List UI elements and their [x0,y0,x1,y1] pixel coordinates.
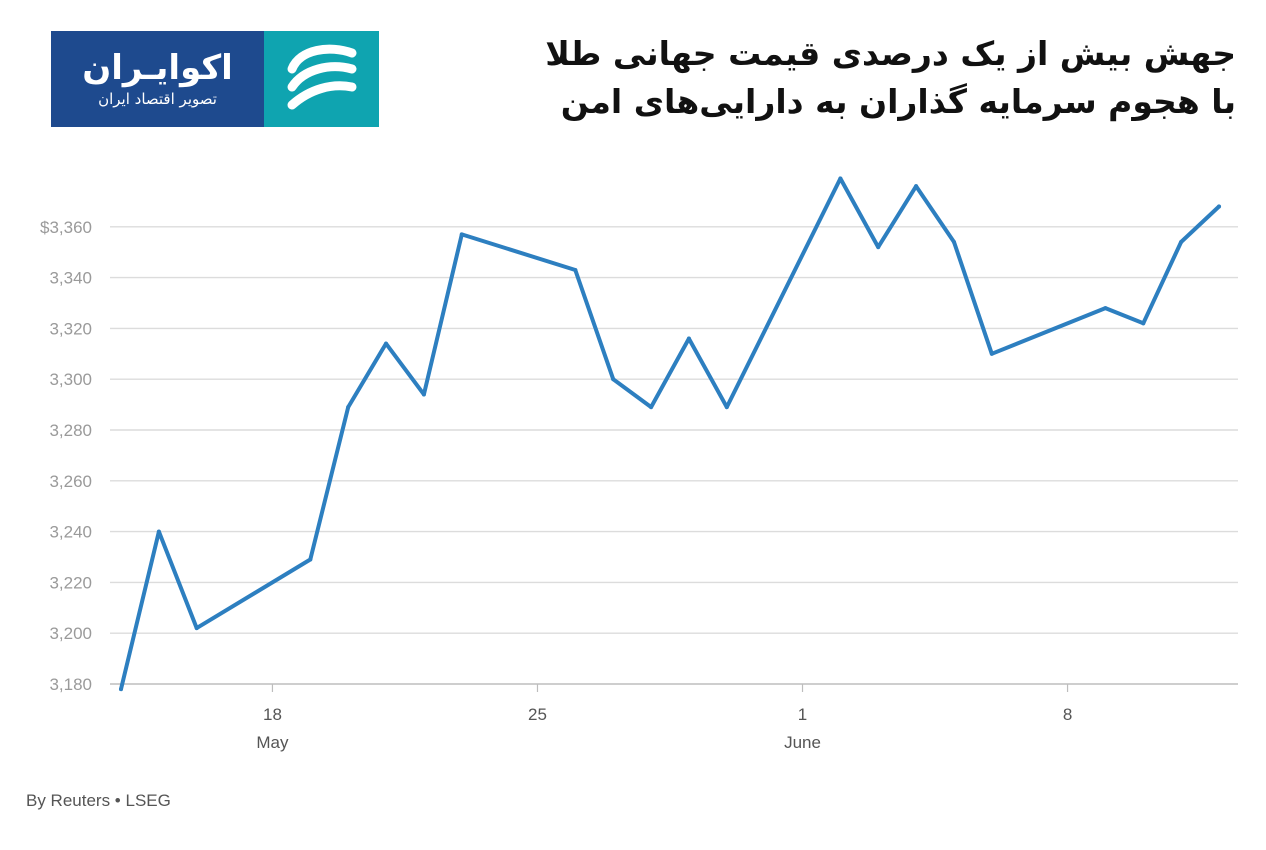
source-credit: By Reuters • LSEG [26,791,171,810]
y-axis-tick-labels: 3,180 3,200 3,220 3,240 3,260 3,280 3,300 3,320… [40,218,92,694]
logo-text-block: اکوایـران تصویر اقتصاد ایران [51,31,264,127]
data-point [611,377,616,382]
data-point [119,687,123,692]
series-line [119,176,1221,692]
y-tick-label: $3,360 [40,218,92,237]
data-point [421,392,426,397]
x-tick-month-label: May [256,733,289,752]
chart-title: جهش بیش از یک درصدی قیمت جهانی طلا با هج… [476,30,1236,126]
x-axis-tick-labels: 18 May 25 1 June 8 [256,684,1072,752]
y-tick-label: 3,300 [49,370,92,389]
y-tick-label: 3,180 [49,675,92,694]
data-point [384,341,389,346]
data-point [724,405,729,410]
data-point [838,176,843,181]
title-line-1: جهش بیش از یک درصدی قیمت جهانی طلا [545,34,1236,73]
data-point [194,626,199,631]
y-tick-label: 3,260 [49,472,92,491]
ecoiran-logo: اکوایـران تصویر اقتصاد ایران [51,31,379,127]
y-tick-label: 3,240 [49,523,92,542]
grid-lines [110,226,1238,685]
data-point [951,240,956,245]
y-tick-label: 3,200 [49,624,92,643]
data-point [1217,204,1221,209]
y-tick-label: 3,280 [49,421,92,440]
x-tick-label: 8 [1063,705,1072,724]
y-tick-label: 3,340 [49,269,92,288]
data-point [573,267,578,272]
x-tick-label: 1 [798,705,807,724]
data-point [1141,321,1146,326]
y-tick-label: 3,220 [49,573,92,592]
logo-name: اکوایـران [82,48,233,88]
data-point [1179,240,1184,245]
data-point [876,245,881,250]
gold-price-line-chart: 3,180 3,200 3,220 3,240 3,260 3,280 3,300 3,320… [40,176,1238,752]
data-point [989,351,994,356]
data-point [686,336,691,341]
x-tick-label: 18 [263,705,282,724]
title-line-2: با هجوم سرمایه گذاران به دارایی‌های امن [560,82,1236,121]
data-point [156,529,161,534]
y-tick-label: 3,320 [49,319,92,338]
data-point [649,405,654,410]
x-tick-label: 25 [528,705,547,724]
data-point [308,557,313,562]
data-point [459,232,464,237]
ecoiran-swirl-icon [264,31,379,127]
data-point [1103,306,1108,311]
data-point [346,405,351,410]
data-point [914,184,919,189]
x-tick-month-label: June [784,733,821,752]
series-line-layer [119,176,1221,692]
logo-tagline: تصویر اقتصاد ایران [98,90,217,108]
